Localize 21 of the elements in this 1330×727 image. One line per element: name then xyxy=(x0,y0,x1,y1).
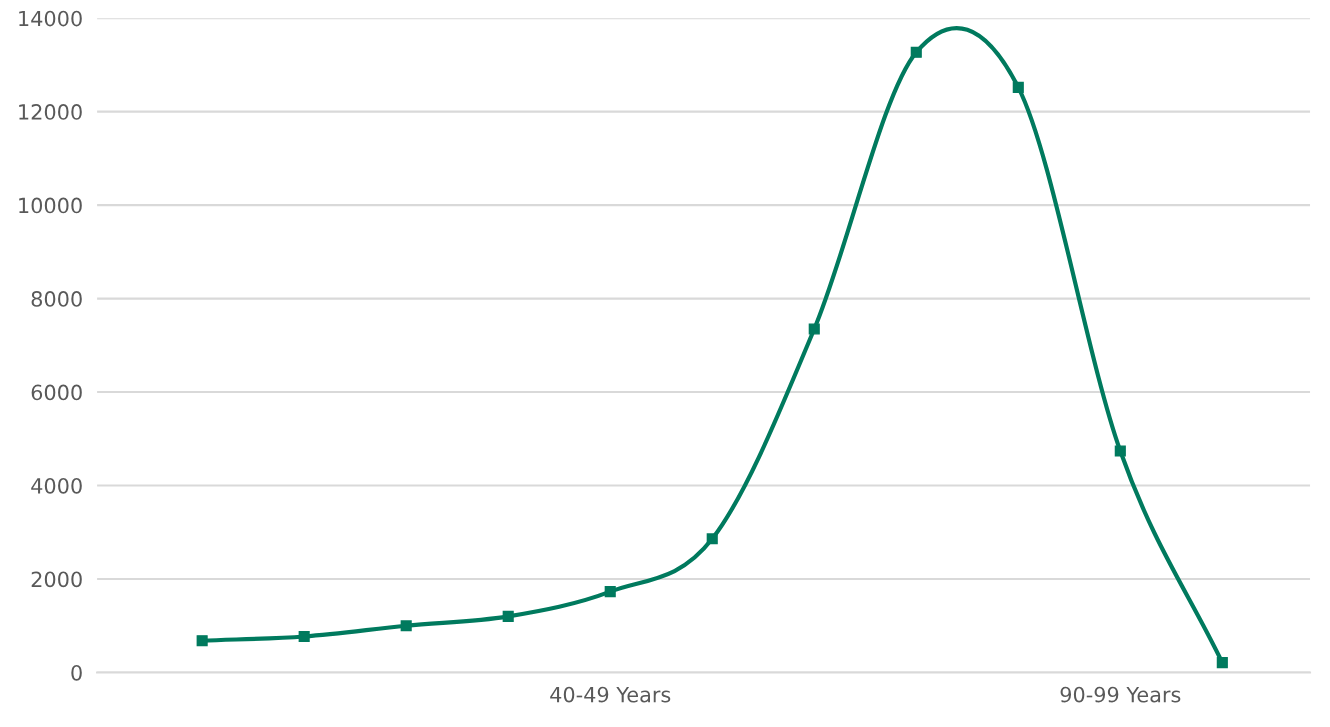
x-tick-label: 90-99 Years xyxy=(1060,686,1181,703)
point xyxy=(808,323,820,335)
point xyxy=(1012,81,1024,93)
point xyxy=(604,586,616,598)
point xyxy=(706,533,718,545)
point xyxy=(1114,445,1126,457)
y-tick-label: 6000 xyxy=(31,384,82,401)
x-tick-label: 40-49 Years xyxy=(550,686,671,703)
point xyxy=(298,630,310,643)
point xyxy=(400,620,412,632)
y-tick-label: 8000 xyxy=(31,291,82,307)
y-tick-label: 4000 xyxy=(31,477,82,494)
y-tick-label: 0 xyxy=(71,664,82,681)
point xyxy=(196,635,208,647)
y-tick-label: 2000 xyxy=(31,571,82,588)
y-tick-label: 10000 xyxy=(19,197,82,214)
y-tick-label: 12000 xyxy=(19,104,82,120)
y-tick-label: 14000 xyxy=(19,10,82,27)
point xyxy=(910,46,922,58)
point xyxy=(502,610,514,622)
point xyxy=(1216,657,1228,669)
